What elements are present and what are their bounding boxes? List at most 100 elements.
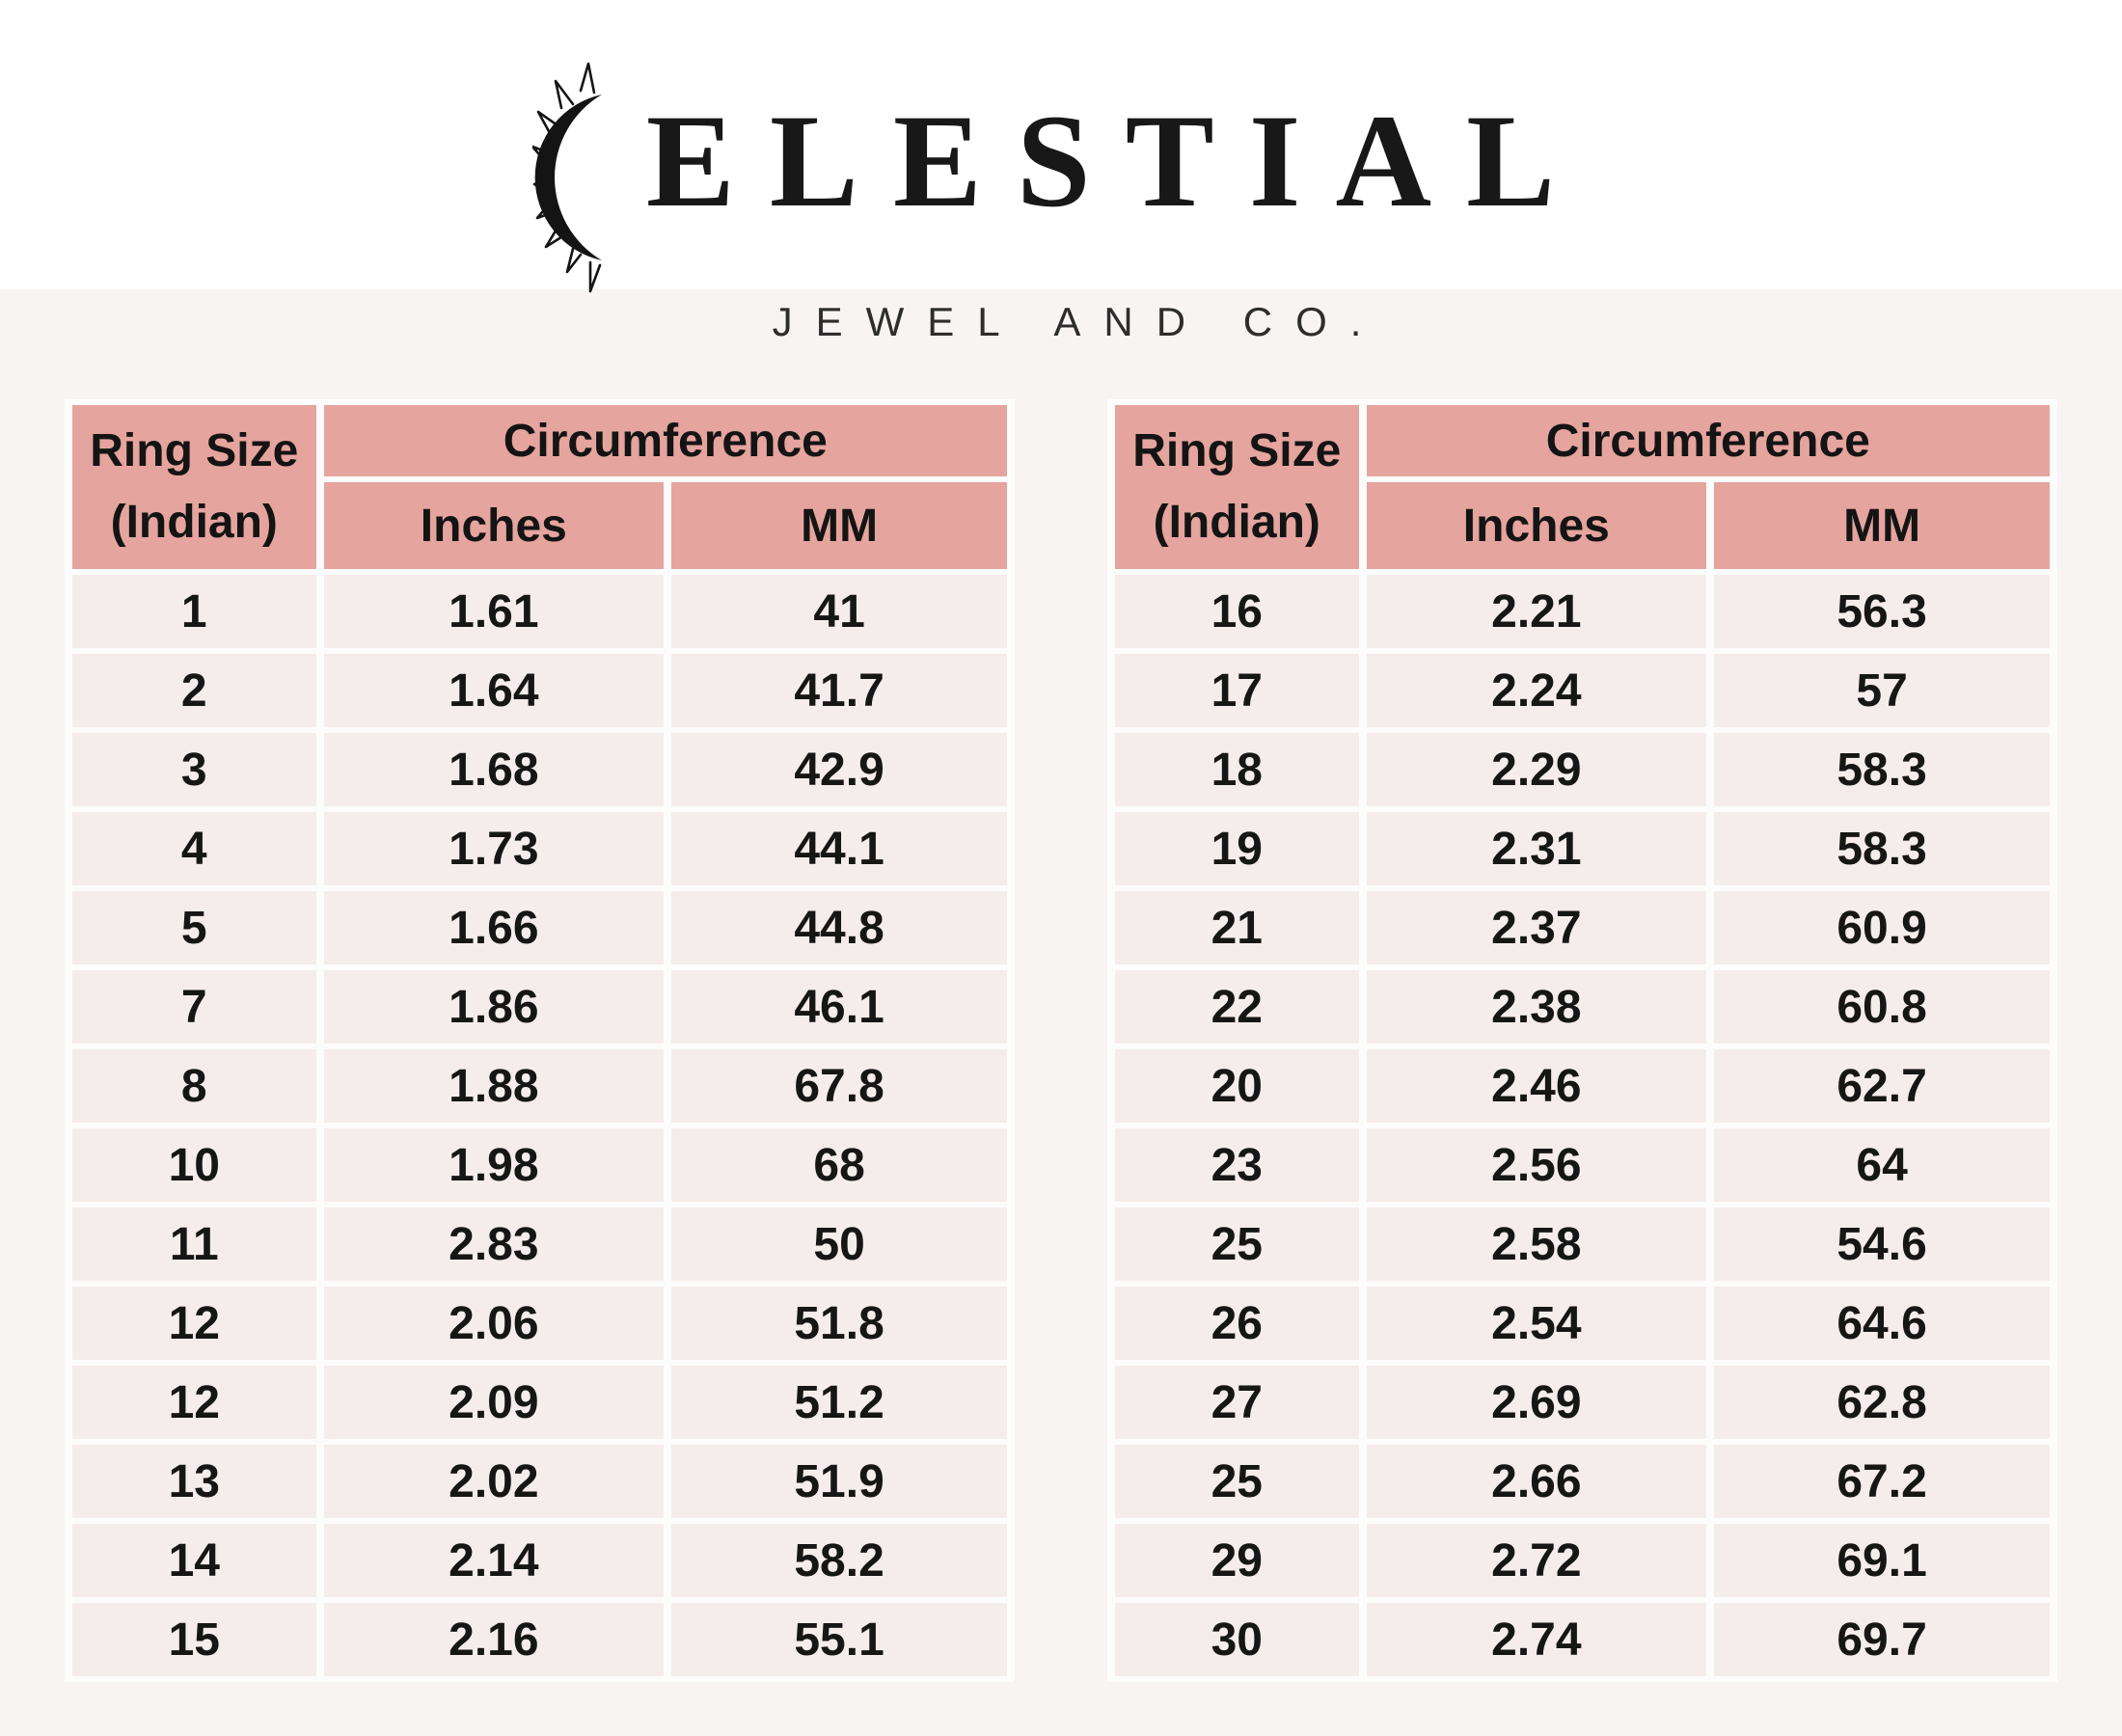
table-cell: 67.2: [1714, 1445, 2050, 1518]
table-cell: 2.29: [1366, 733, 1707, 806]
table-row: 7 1.86 46.1: [72, 970, 1007, 1044]
table-cell: 51.2: [671, 1366, 1007, 1439]
table-cell: 68: [671, 1128, 1007, 1202]
left-table-header: Ring Size (Indian) Circumference Inches …: [72, 405, 1007, 569]
table-cell: 41.7: [671, 654, 1007, 727]
table-cell: 3: [72, 733, 316, 806]
table-row: 11 2.83 50: [72, 1207, 1007, 1281]
table-cell: 60.8: [1714, 970, 2050, 1044]
left-col-mm: MM: [671, 482, 1007, 569]
sun-crescent-icon: [531, 62, 602, 293]
table-cell: 2.02: [323, 1445, 665, 1518]
table-cell: 1.98: [323, 1128, 665, 1202]
table-row: 13 2.02 51.9: [72, 1445, 1007, 1518]
table-row: 4 1.73 44.1: [72, 812, 1007, 885]
table-row: 14 2.14 58.2: [72, 1524, 1007, 1597]
right-col-mm: MM: [1714, 482, 2050, 569]
table-cell: 1: [72, 575, 316, 648]
table-cell: 50: [671, 1207, 1007, 1281]
table-cell: 10: [72, 1128, 316, 1202]
table-cell: 15: [72, 1603, 316, 1676]
table-cell: 2.06: [323, 1287, 665, 1360]
table-cell: 2: [72, 654, 316, 727]
table-cell: 58.2: [671, 1524, 1007, 1597]
table-cell: 58.3: [1714, 733, 2050, 806]
table-cell: 2.72: [1366, 1524, 1707, 1597]
table-cell: 25: [1115, 1445, 1359, 1518]
table-row: 10 1.98 68: [72, 1128, 1007, 1202]
table-cell: 29: [1115, 1524, 1359, 1597]
table-row: 30 2.74 69.7: [1115, 1603, 2050, 1676]
table-cell: 25: [1115, 1207, 1359, 1281]
table-cell: 5: [72, 891, 316, 964]
table-cell: 17: [1115, 654, 1359, 727]
table-cell: 62.8: [1714, 1366, 2050, 1439]
table-row: 18 2.29 58.3: [1115, 733, 2050, 806]
table-cell: 1.68: [323, 733, 665, 806]
table-cell: 62.7: [1714, 1049, 2050, 1123]
table-cell: 2.66: [1366, 1445, 1707, 1518]
table-row: 12 2.06 51.8: [72, 1287, 1007, 1360]
table-row: 29 2.72 69.1: [1115, 1524, 2050, 1597]
left-col-circumference: Circumference: [323, 405, 1007, 476]
table-cell: 41: [671, 575, 1007, 648]
table-cell: 51.8: [671, 1287, 1007, 1360]
table-cell: 22: [1115, 970, 1359, 1044]
left-col-inches: Inches: [323, 482, 665, 569]
table-cell: 56.3: [1714, 575, 2050, 648]
table-row: 22 2.38 60.8: [1115, 970, 2050, 1044]
table-cell: 12: [72, 1366, 316, 1439]
right-table-header: Ring Size (Indian) Circumference Inches …: [1115, 405, 2050, 569]
table-cell: 69.7: [1714, 1603, 2050, 1676]
table-cell: 2.14: [323, 1524, 665, 1597]
table-cell: 1.86: [323, 970, 665, 1044]
table-cell: 58.3: [1714, 812, 2050, 885]
table-row: 12 2.09 51.2: [72, 1366, 1007, 1439]
table-cell: 2.46: [1366, 1049, 1707, 1123]
table-cell: 42.9: [671, 733, 1007, 806]
table-cell: 2.83: [323, 1207, 665, 1281]
table-row: 23 2.56 64: [1115, 1128, 2050, 1202]
ring-size-table-left: Ring Size (Indian) Circumference Inches …: [65, 399, 1015, 1682]
table-cell: 1.88: [323, 1049, 665, 1123]
table-row: 19 2.31 58.3: [1115, 812, 2050, 885]
table-cell: 44.8: [671, 891, 1007, 964]
table-row: 26 2.54 64.6: [1115, 1287, 2050, 1360]
table-cell: 51.9: [671, 1445, 1007, 1518]
left-table-body: 1 1.61 41 2 1.64 41.7 3 1.68 42.9 4 1.73 44.1 5 1.66 4…: [72, 575, 1007, 1676]
table-cell: 21: [1115, 891, 1359, 964]
table-cell: 14: [72, 1524, 316, 1597]
ring-size-label-line2: (Indian): [1153, 497, 1320, 548]
right-col-circumference: Circumference: [1366, 405, 2050, 476]
table-row: 5 1.66 44.8: [72, 891, 1007, 964]
table-row: 17 2.24 57: [1115, 654, 2050, 727]
table-cell: 8: [72, 1049, 316, 1123]
table-cell: 2.38: [1366, 970, 1707, 1044]
table-cell: 26: [1115, 1287, 1359, 1360]
table-cell: 2.74: [1366, 1603, 1707, 1676]
table-cell: 18: [1115, 733, 1359, 806]
table-cell: 60.9: [1714, 891, 2050, 964]
table-cell: 7: [72, 970, 316, 1044]
right-col-ring-size: Ring Size (Indian): [1115, 405, 1359, 569]
ring-size-label-line1: Ring Size: [90, 424, 299, 476]
size-tables: Ring Size (Indian) Circumference Inches …: [0, 399, 2122, 1682]
table-cell: 2.09: [323, 1366, 665, 1439]
table-cell: 2.37: [1366, 891, 1707, 964]
table-cell: 2.31: [1366, 812, 1707, 885]
table-cell: 2.58: [1366, 1207, 1707, 1281]
ring-size-table-right: Ring Size (Indian) Circumference Inches …: [1107, 399, 2057, 1682]
table-cell: 11: [72, 1207, 316, 1281]
table-cell: 55.1: [671, 1603, 1007, 1676]
brand-logo: ELESTIAL JEWEL AND CO.: [0, 0, 2122, 345]
table-cell: 2.69: [1366, 1366, 1707, 1439]
logo-row: ELESTIAL: [0, 37, 2122, 297]
table-row: 15 2.16 55.1: [72, 1603, 1007, 1676]
table-row: 16 2.21 56.3: [1115, 575, 2050, 648]
table-cell: 19: [1115, 812, 1359, 885]
table-row: 27 2.69 62.8: [1115, 1366, 2050, 1439]
table-cell: 4: [72, 812, 316, 885]
table-cell: 2.21: [1366, 575, 1707, 648]
table-cell: 27: [1115, 1366, 1359, 1439]
